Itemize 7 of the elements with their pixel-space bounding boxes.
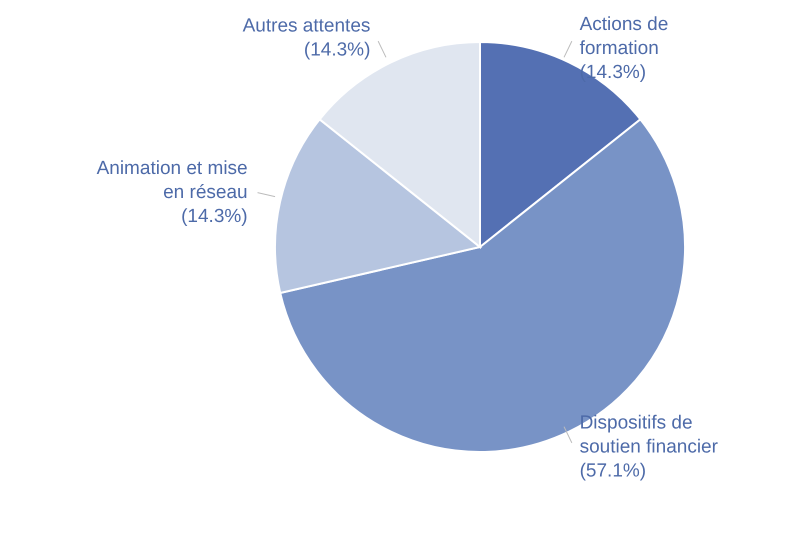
- data-label: (14.3%): [181, 206, 248, 227]
- slice-label: Autres attentes: [242, 16, 370, 37]
- slice-label: Actions de formation: [580, 14, 668, 59]
- data-label: (14.3%): [304, 40, 370, 61]
- data-label: (57.1%): [580, 460, 646, 482]
- slice-label: Animation et mise en réseau: [96, 158, 248, 203]
- data-label: (14.3%): [580, 62, 646, 83]
